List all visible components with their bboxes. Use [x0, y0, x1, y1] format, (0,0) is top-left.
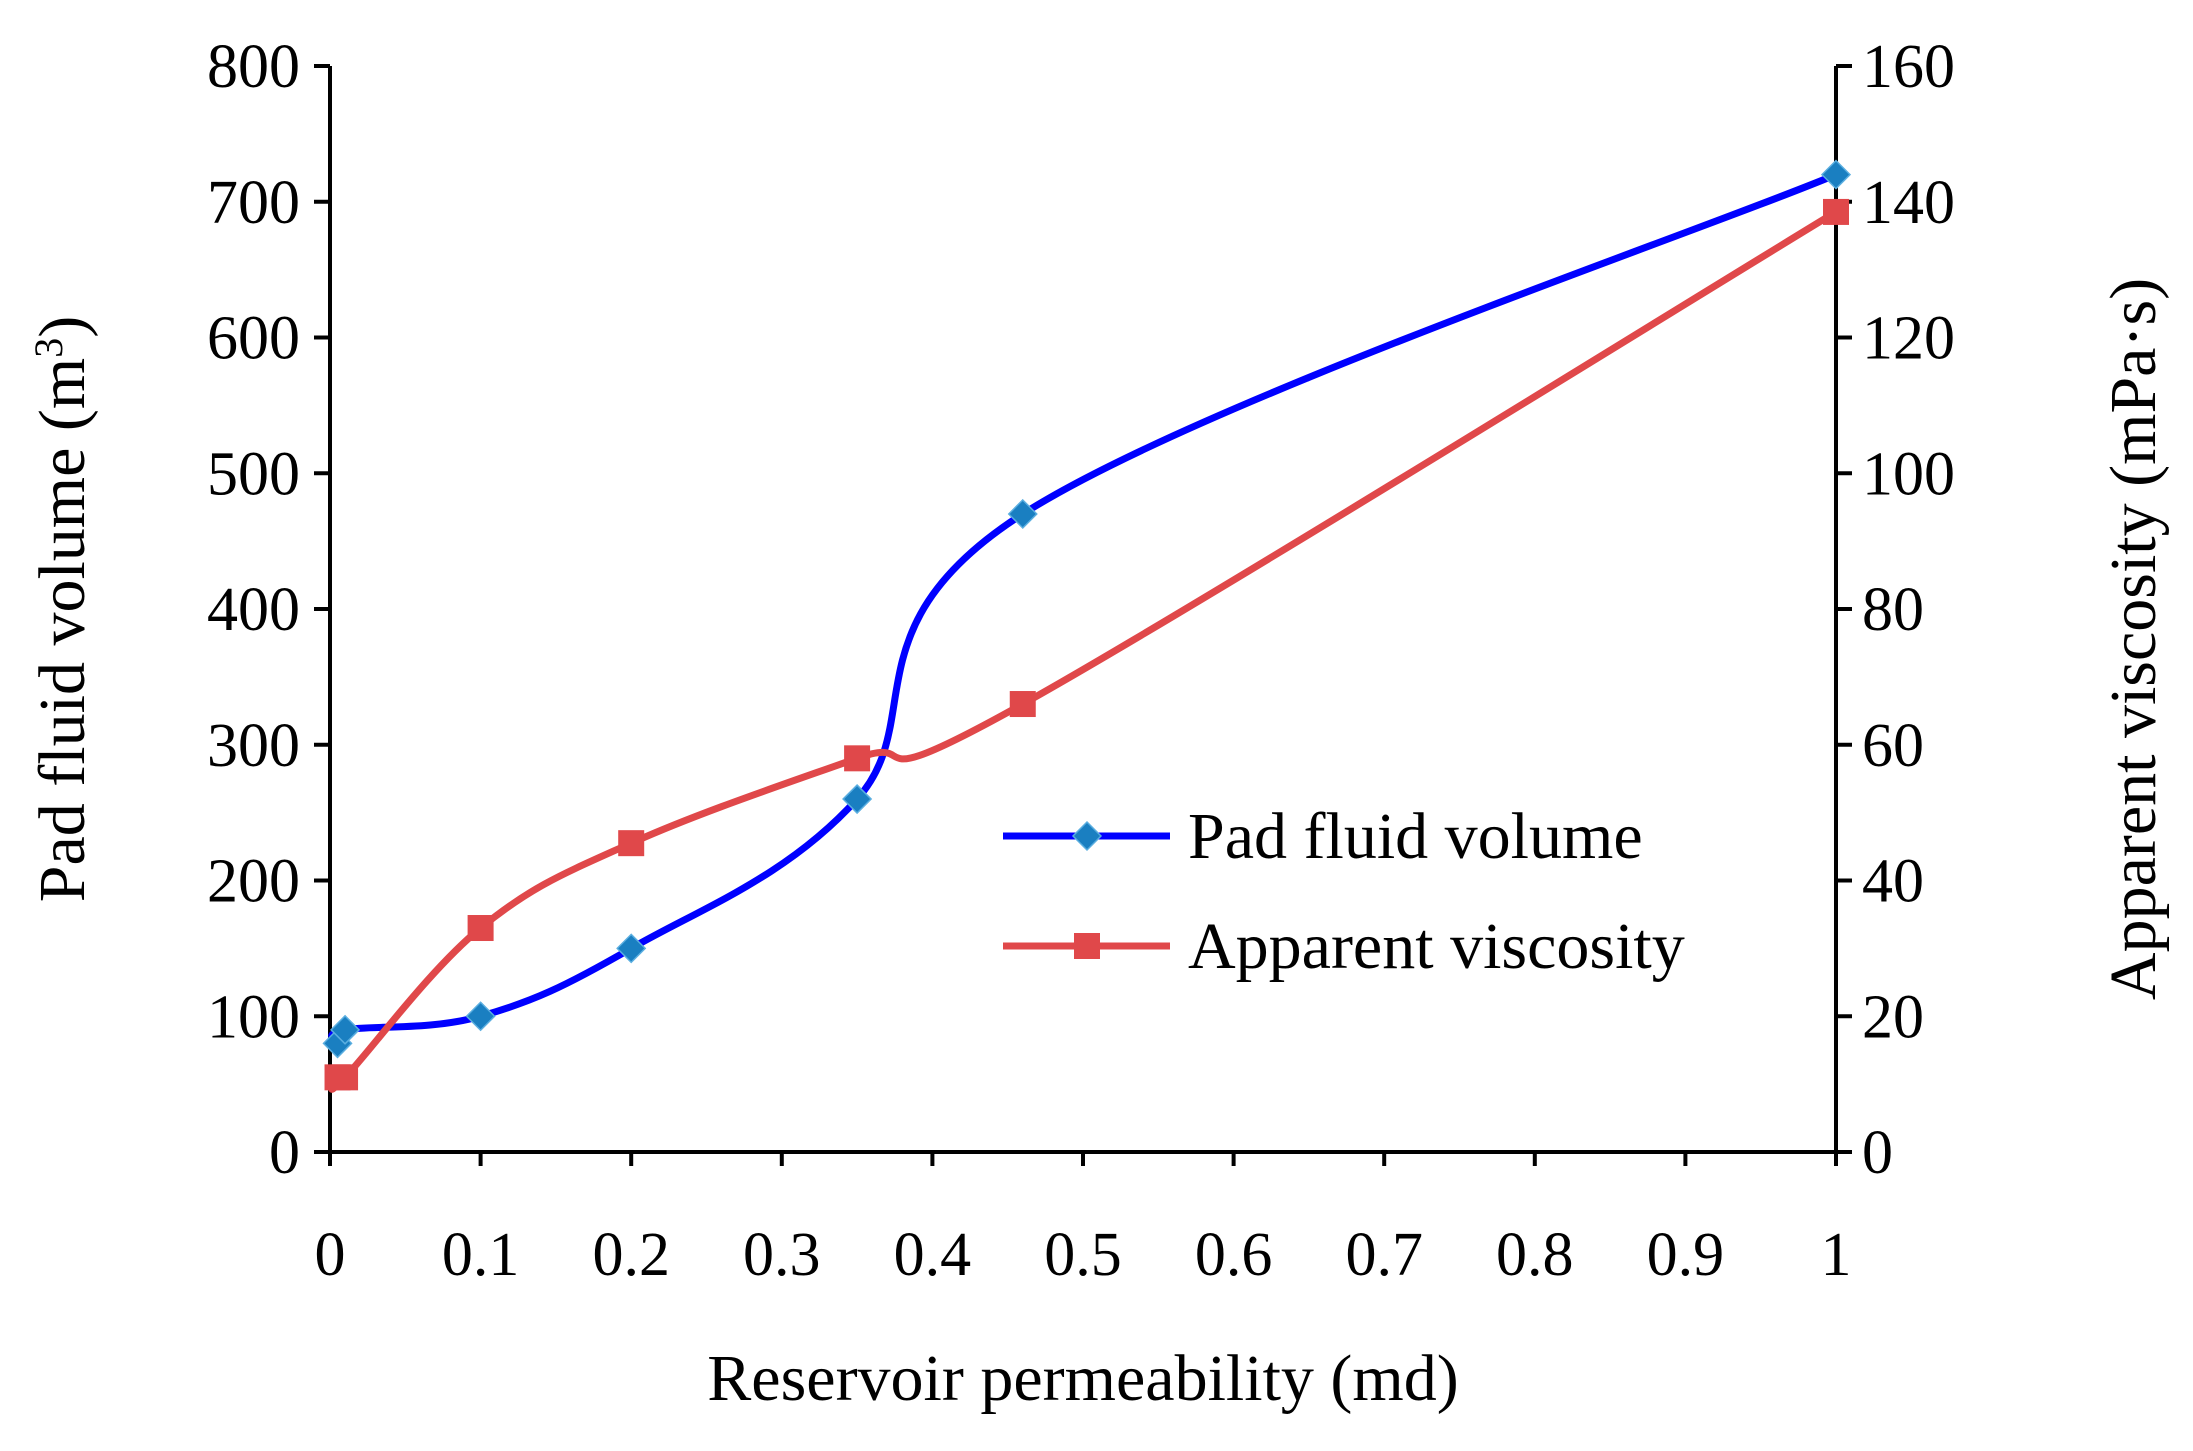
data-point-pad-fluid-volume — [616, 933, 647, 964]
y-left-axis-title: Pad fluid volume (m3) — [26, 316, 100, 902]
y-left-axis-ticks: 0 100 200 300 400 500 600 700 800 — [207, 33, 330, 1187]
x-tick-label: 0.6 — [1195, 1221, 1273, 1289]
data-point-pad-fluid-volume — [329, 1014, 361, 1045]
legend-label-apparent-viscosity: Apparent viscosity — [1188, 910, 1685, 983]
legend-marker-apparent-viscosity — [1074, 933, 1100, 959]
data-point-apparent-viscosity — [618, 830, 645, 857]
data-point-apparent-viscosity — [467, 915, 494, 942]
x-tick-label: 0.4 — [894, 1221, 972, 1289]
x-axis-title: Reservoir permeability (md) — [707, 1342, 1458, 1415]
y-right-axis-title: Apparent viscosity (mPa·s) — [2097, 278, 2170, 1000]
y-left-tick-label: 400 — [207, 576, 300, 644]
legend-marker-pad-fluid-volume — [1071, 820, 1103, 852]
data-point-apparent-viscosity — [1823, 198, 1849, 225]
x-tick-label: 0.2 — [592, 1221, 670, 1289]
data-point-pad-fluid-volume — [842, 783, 873, 815]
data-point-pad-fluid-volume — [1820, 159, 1852, 190]
y-right-tick-label: 140 — [1862, 169, 1955, 237]
y-left-tick-label: 200 — [207, 848, 300, 916]
y-right-tick-label: 160 — [1862, 33, 1955, 101]
data-point-apparent-viscosity — [1009, 691, 1036, 718]
series-layer — [322, 159, 1852, 1093]
y-left-tick-label: 800 — [207, 33, 300, 101]
x-tick-label: 0.8 — [1496, 1221, 1574, 1289]
legend-label-pad-fluid-volume: Pad fluid volume — [1188, 800, 1643, 873]
x-axis-ticks: 0 0.1 0.2 0.3 0.4 0.5 0.6 0.7 0.8 0.9 1 — [315, 1152, 1852, 1289]
series-apparent-viscosity — [324, 198, 1849, 1093]
y-right-tick-label: 100 — [1862, 440, 1955, 508]
series-pad-fluid-volume — [322, 159, 1852, 1059]
y-right-tick-label: 80 — [1862, 576, 1924, 644]
y-left-tick-label: 600 — [207, 305, 300, 373]
data-point-pad-fluid-volume — [1007, 498, 1038, 530]
y-left-tick-label: 300 — [207, 712, 300, 780]
legend: Pad fluid volume Apparent viscosity — [1003, 800, 1685, 983]
x-tick-label: 0.5 — [1044, 1221, 1122, 1289]
x-tick-label: 0.1 — [442, 1221, 520, 1289]
x-tick-label: 0 — [315, 1221, 346, 1289]
x-tick-label: 1 — [1821, 1221, 1852, 1289]
y-left-title-suffix: ) — [26, 316, 99, 338]
y-right-tick-label: 20 — [1862, 983, 1924, 1051]
y-right-tick-label: 40 — [1862, 848, 1924, 916]
data-point-apparent-viscosity — [332, 1064, 359, 1091]
data-point-pad-fluid-volume — [465, 1001, 496, 1032]
y-left-tick-label: 0 — [269, 1119, 300, 1187]
y-right-tick-label: 120 — [1862, 305, 1955, 373]
y-left-tick-label: 100 — [207, 983, 300, 1051]
x-tick-label: 0.9 — [1647, 1221, 1725, 1289]
y-right-tick-label: 0 — [1862, 1119, 1893, 1187]
x-tick-label: 0.7 — [1345, 1221, 1423, 1289]
y-right-tick-label: 60 — [1862, 712, 1924, 780]
data-point-apparent-viscosity — [844, 745, 871, 772]
y-left-title-superscript: 3 — [26, 338, 71, 358]
y-right-axis-ticks: 0 20 40 60 80 100 120 140 160 — [1836, 33, 1955, 1187]
y-left-tick-label: 500 — [207, 440, 300, 508]
y-left-tick-label: 700 — [207, 169, 300, 237]
series-line-apparent-viscosity — [328, 208, 1840, 1093]
y-left-title-prefix: Pad fluid volume (m — [26, 358, 99, 902]
x-tick-label: 0.3 — [743, 1221, 821, 1289]
